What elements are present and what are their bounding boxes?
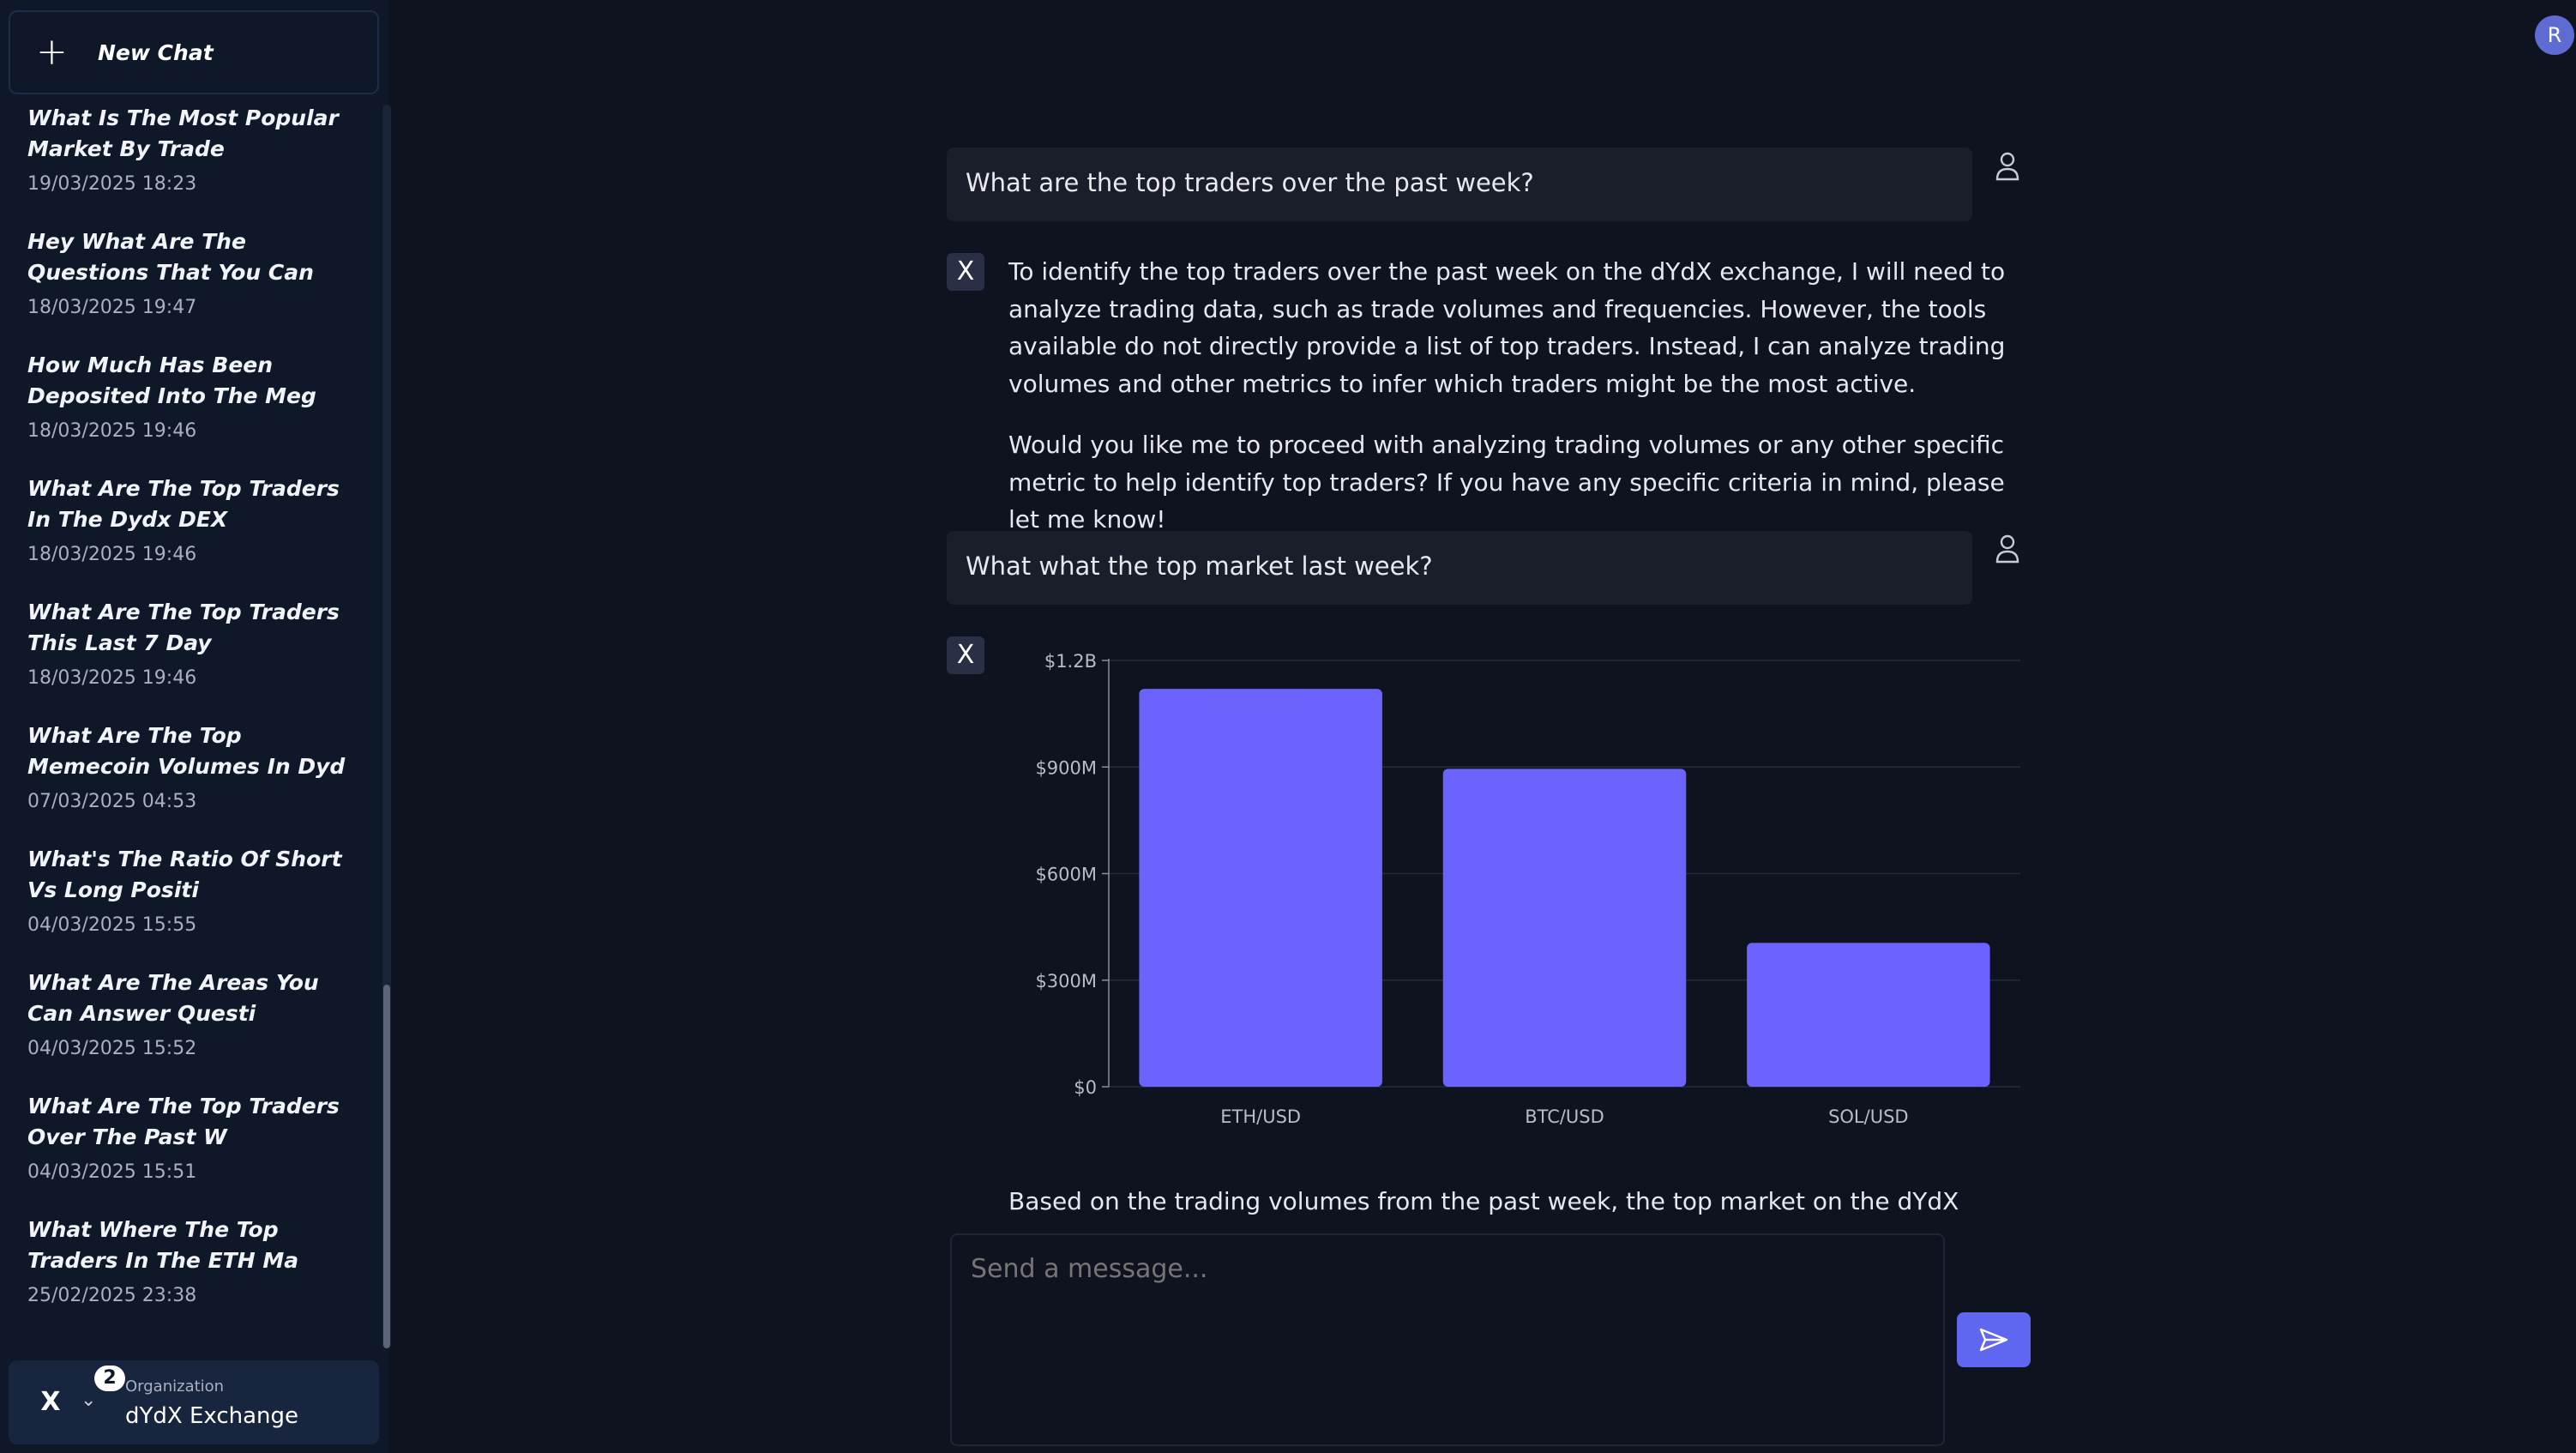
history-item-title: What's The Ratio Of Short Vs Long Positi [27, 847, 342, 902]
history-item-date: 19/03/2025 18:23 [27, 173, 197, 195]
assistant-message-paragraph: Would you like me to proceed with analyz… [1008, 431, 2005, 534]
organization-label: Organization [125, 1378, 225, 1396]
history-item-title: Hey What Are The Questions That You Can [27, 229, 314, 285]
x-tick-label: ETH/USD [1220, 1106, 1301, 1127]
chevron-down-icon: ⌄ [81, 1390, 97, 1411]
user-message: What are the top traders over the past w… [947, 148, 1972, 221]
history-item-date: 18/03/2025 19:47 [27, 297, 197, 318]
user-icon [1995, 534, 2019, 564]
y-tick-label: $1.2B [1044, 651, 1097, 672]
history-item-date: 04/03/2025 15:55 [27, 914, 197, 936]
organization-switcher[interactable]: X 2 ⌄ Organization dYdX Exchange [9, 1360, 379, 1444]
scrollbar-thumb[interactable] [383, 985, 390, 1348]
history-item[interactable]: What Where The Top Traders In The ETH Ma… [0, 1215, 382, 1338]
assistant-message-paragraph: To identify the top traders over the pas… [1008, 257, 2006, 398]
message-input[interactable] [950, 1233, 1945, 1446]
y-tick-label: $300M [1035, 971, 1097, 992]
assistant-logo-icon: X [947, 253, 984, 291]
history-item-date: 25/02/2025 23:38 [27, 1285, 197, 1306]
history-item-date: 07/03/2025 04:53 [27, 791, 197, 812]
bar [1139, 689, 1382, 1087]
send-icon [1979, 1328, 2008, 1352]
bar [1442, 769, 1687, 1087]
history-item-title: What Are The Top Traders In The Dydx DEX [27, 476, 340, 532]
user-avatar[interactable]: R [2535, 15, 2574, 55]
user-icon [1995, 152, 2019, 181]
history-item-date: 04/03/2025 15:52 [27, 1038, 197, 1059]
sidebar: + New Chat What Is The Most Popular Mark… [0, 0, 391, 1453]
history-item-title: What Are The Top Memecoin Volumes In Dyd [27, 723, 346, 779]
history-item[interactable]: What Are The Areas You Can Answer Questi… [0, 968, 382, 1091]
history-item[interactable]: What Are The Top Traders In The Dydx DEX… [0, 473, 382, 597]
assistant-logo-icon: X [947, 636, 984, 674]
history-item-title: What Is The Most Popular Market By Trade [27, 106, 339, 161]
history-item[interactable]: What Is The Most Popular Market By Trade… [0, 103, 382, 226]
history-item[interactable]: How Much Has Been Deposited Into The Meg… [0, 350, 382, 473]
history-item[interactable]: Hey What Are The Questions That You Can … [0, 226, 382, 350]
bar-chart: $0 $300M $600M $900M $1.2B ETH/USD BTC/USD SOL/… [1035, 651, 2020, 1127]
history-item-date: 18/03/2025 19:46 [27, 544, 197, 565]
x-tick-label: BTC/USD [1525, 1106, 1604, 1127]
history-item-date: 18/03/2025 19:46 [27, 420, 197, 442]
history-item[interactable]: What Are The Top Traders Over The Past W… [0, 1091, 382, 1215]
send-button[interactable] [1957, 1312, 2031, 1367]
history-item[interactable]: What Are The Top Traders This Last 7 Day… [0, 597, 382, 720]
new-chat-label: New Chat [98, 39, 214, 65]
history-item-title: How Much Has Been Deposited Into The Meg [27, 353, 316, 408]
plus-icon: + [36, 30, 68, 74]
history-item[interactable]: What's The Ratio Of Short Vs Long Positi… [0, 844, 382, 968]
sidebar-scrollbar[interactable] [382, 105, 391, 1348]
history-item-title: What Are The Top Traders This Last 7 Day [27, 600, 340, 655]
new-chat-button[interactable]: + New Chat [9, 10, 379, 94]
x-tick-label: SOL/USD [1828, 1106, 1909, 1127]
history-item-title: What Where The Top Traders In The ETH Ma [27, 1217, 299, 1273]
history-item-title: What Are The Areas You Can Answer Questi [27, 970, 319, 1026]
history-item-title: What Are The Top Traders Over The Past W [27, 1094, 340, 1149]
user-message: What what the top market last week? [947, 531, 1972, 605]
y-tick-label: $600M [1035, 865, 1097, 885]
y-tick-label: $900M [1035, 757, 1097, 778]
organization-name: dYdX Exchange [125, 1403, 299, 1429]
history-item-date: 18/03/2025 19:46 [27, 667, 197, 689]
assistant-message-partial: Based on the trading volumes from the pa… [1008, 1189, 1959, 1215]
y-tick-label: $0 [1074, 1077, 1097, 1098]
history-item[interactable]: What Are The Top Memecoin Volumes In Dyd… [0, 720, 382, 844]
dydx-logo-icon: X [40, 1387, 61, 1417]
history-item-date: 04/03/2025 15:51 [27, 1161, 197, 1183]
chat-history-list: What Is The Most Popular Market By Trade… [0, 103, 382, 1347]
bar [1747, 943, 1990, 1087]
notification-badge: 2 [94, 1366, 125, 1391]
